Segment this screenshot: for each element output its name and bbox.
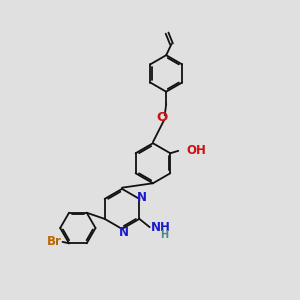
Text: OH: OH [187,144,206,158]
Text: NH: NH [151,220,171,234]
Text: N: N [137,190,147,204]
Text: H: H [160,230,169,240]
Text: N: N [119,226,129,239]
Text: Br: Br [46,235,62,248]
Text: O: O [156,110,167,124]
